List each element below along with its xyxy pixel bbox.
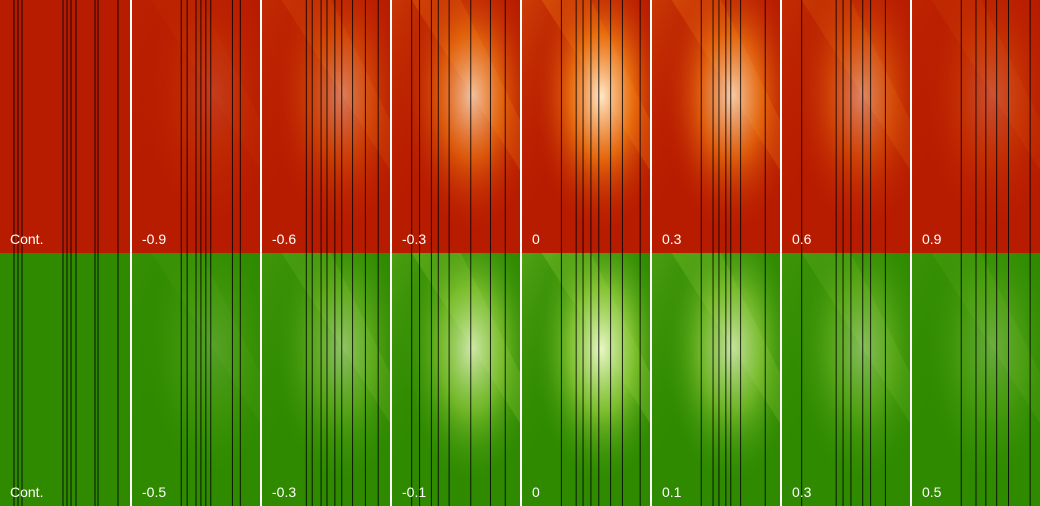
panel-label: 0.3 bbox=[792, 484, 812, 500]
green-panel-2: -0.3 bbox=[260, 253, 390, 506]
red-panel-0: Cont. bbox=[0, 0, 130, 253]
red-panel-7: 0.9 bbox=[910, 0, 1040, 253]
panel-label: -0.1 bbox=[402, 484, 427, 500]
filtergram-image bbox=[0, 0, 130, 253]
panel-label: 0.5 bbox=[922, 484, 942, 500]
filtergram-image bbox=[132, 253, 260, 506]
filtergram-image bbox=[262, 0, 390, 253]
panel-label: -0.6 bbox=[272, 231, 297, 247]
panel-label: 0 bbox=[532, 484, 540, 500]
filtergram-image bbox=[132, 0, 260, 253]
panel-label: 0 bbox=[532, 231, 540, 247]
green-panel-1: -0.5 bbox=[130, 253, 260, 506]
red-panel-4: 0 bbox=[520, 0, 650, 253]
panel-label: 0.6 bbox=[792, 231, 812, 247]
green-row: Cont. -0.5 -0.3 -0.1 0 0.1 0.3 0.5 bbox=[0, 253, 1040, 506]
filtergram-image bbox=[522, 0, 650, 253]
green-panel-3: -0.1 bbox=[390, 253, 520, 506]
red-panel-1: -0.9 bbox=[130, 0, 260, 253]
filtergram-image bbox=[0, 253, 130, 506]
green-panel-6: 0.3 bbox=[780, 253, 910, 506]
panel-label: Cont. bbox=[10, 484, 44, 500]
filtergram-image bbox=[652, 253, 780, 506]
panel-label: 0.9 bbox=[922, 231, 942, 247]
panel-label: -0.9 bbox=[142, 231, 167, 247]
filtergram-image bbox=[392, 0, 520, 253]
panel-label: 0.3 bbox=[662, 231, 682, 247]
green-panel-7: 0.5 bbox=[910, 253, 1040, 506]
panel-label: Cont. bbox=[10, 231, 44, 247]
red-panel-5: 0.3 bbox=[650, 0, 780, 253]
filtergram-image bbox=[522, 253, 650, 506]
red-row: Cont. -0.9 -0.6 -0.3 0 0.3 0.6 0.9 bbox=[0, 0, 1040, 253]
filtergram-image bbox=[262, 253, 390, 506]
filtergram-image bbox=[782, 0, 910, 253]
green-panel-4: 0 bbox=[520, 253, 650, 506]
filtergram-image bbox=[652, 0, 780, 253]
filtergram-image bbox=[912, 0, 1040, 253]
red-panel-2: -0.6 bbox=[260, 0, 390, 253]
green-panel-5: 0.1 bbox=[650, 253, 780, 506]
filtergram-image bbox=[782, 253, 910, 506]
red-panel-6: 0.6 bbox=[780, 0, 910, 253]
red-panel-3: -0.3 bbox=[390, 0, 520, 253]
green-panel-0: Cont. bbox=[0, 253, 130, 506]
filtergram-image bbox=[912, 253, 1040, 506]
filtergram-image bbox=[392, 253, 520, 506]
panel-label: 0.1 bbox=[662, 484, 682, 500]
panel-label: -0.5 bbox=[142, 484, 167, 500]
panel-label: -0.3 bbox=[272, 484, 297, 500]
panel-label: -0.3 bbox=[402, 231, 427, 247]
